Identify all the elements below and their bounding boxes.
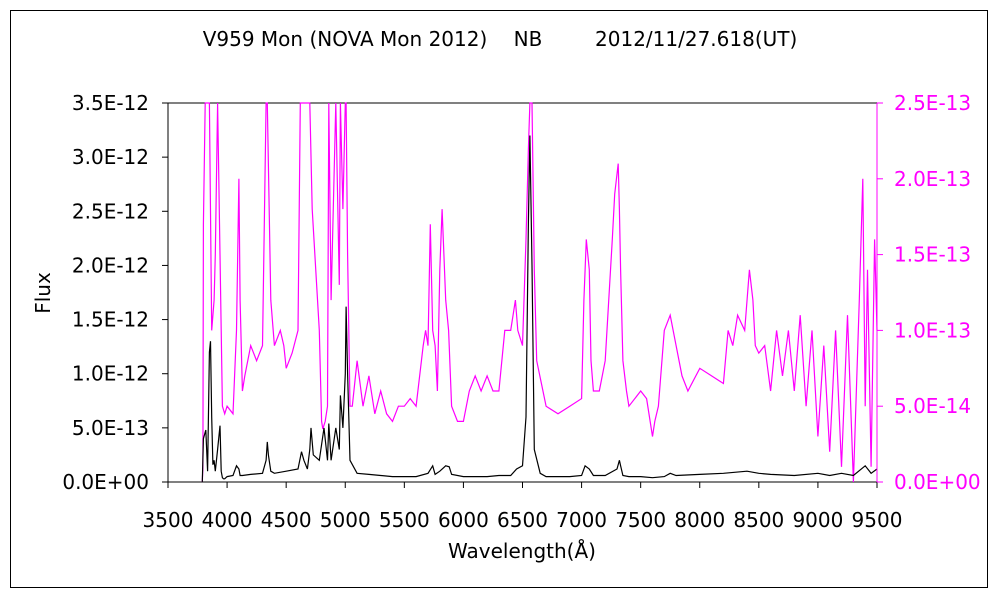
right-tick-label: 1.0E-13: [894, 318, 971, 342]
x-tick-label: 9000: [792, 508, 843, 532]
x-tick-label: 6000: [438, 508, 489, 532]
right-tick-label: 2.0E-13: [894, 167, 971, 191]
plot-area: [167, 102, 878, 483]
right-tick-label: 2.5E-13: [894, 91, 971, 115]
left-tick-label: 5.0E-13: [72, 416, 149, 440]
left-tick-label: 3.0E-12: [72, 145, 149, 169]
y-axis-label: Flux: [31, 272, 55, 314]
left-tick-label: 2.5E-12: [72, 199, 149, 223]
x-tick-label: 4000: [202, 508, 253, 532]
x-axis-ticks: 3500 4000 4500 5000 5500 6000 6500 7000 7500 8000…: [143, 482, 903, 532]
left-tick-label: 1.0E-12: [72, 362, 149, 386]
left-tick-label: 0.0E+00: [62, 470, 149, 494]
right-tick-label: 1.5E-13: [894, 243, 971, 267]
black-spectrum-line: [201, 135, 878, 483]
x-tick-label: 4500: [261, 508, 312, 532]
x-tick-label: 5500: [379, 508, 430, 532]
left-tick-label: 1.5E-12: [72, 308, 149, 332]
chart-frame: [10, 10, 988, 588]
x-tick-label: 6500: [497, 508, 548, 532]
x-tick-label: 8000: [674, 508, 725, 532]
right-tick-label: 0.0E+00: [894, 470, 981, 494]
left-tick-label: 2.0E-12: [72, 253, 149, 277]
x-tick-label: 8500: [733, 508, 784, 532]
right-axis-ticks: 0.0E+00 5.0E-14 1.0E-13 1.5E-13 2.0E-13 2.5E-…: [877, 91, 981, 494]
x-tick-label: 5000: [320, 508, 371, 532]
x-tick-label: 7000: [556, 508, 607, 532]
x-axis-label: Wavelength(Å): [448, 539, 596, 563]
x-tick-label: 7500: [615, 508, 666, 532]
left-axis-ticks: 0.0E+00 5.0E-13 1.0E-12 1.5E-12 2.0E-12 2.5E-…: [62, 91, 168, 494]
x-tick-label: 3500: [143, 508, 194, 532]
right-tick-label: 5.0E-14: [894, 394, 971, 418]
series-layer: [201, 102, 878, 483]
left-tick-label: 3.5E-12: [72, 91, 149, 115]
magenta-spectrum-line: [201, 102, 878, 483]
x-tick-label: 9500: [852, 508, 903, 532]
chart-title: V959 Mon (NOVA Mon 2012) NB 2012/11/27.6…: [203, 27, 798, 51]
